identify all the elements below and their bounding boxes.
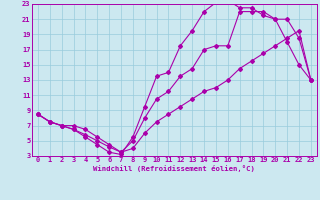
X-axis label: Windchill (Refroidissement éolien,°C): Windchill (Refroidissement éolien,°C): [93, 165, 255, 172]
